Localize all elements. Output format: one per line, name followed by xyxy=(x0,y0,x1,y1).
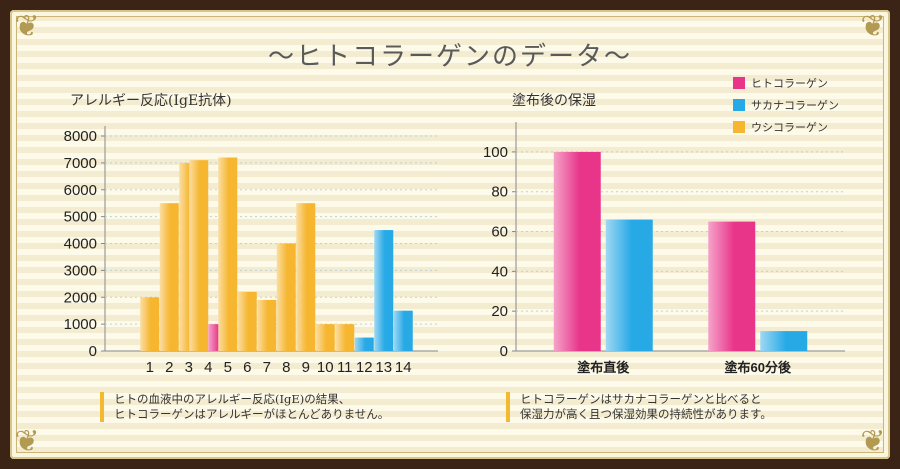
bar xyxy=(315,324,335,351)
x-tick-label: 10 xyxy=(317,359,334,376)
note-line: ヒトの血液中のアレルギー反応(IgE)の結果、 xyxy=(114,392,351,406)
legend-swatch xyxy=(733,77,745,89)
legend-label: ウシコラーゲン xyxy=(751,121,828,134)
corner-ornament-icon: ❦ xyxy=(14,9,40,44)
corner-ornament-icon: ❦ xyxy=(860,9,886,44)
y-tick-label: 0 xyxy=(89,343,97,360)
note-line: 保湿力が高く且つ保湿効果の持続性があります。 xyxy=(520,407,772,421)
note-allergy: ヒトの血液中のアレルギー反応(IgE)の結果、 ヒトコラーゲンはアレルギーがほと… xyxy=(100,392,389,422)
legend-item-human: ヒトコラーゲン xyxy=(733,72,839,94)
x-tick-label: 2 xyxy=(165,359,173,376)
bar xyxy=(605,219,653,351)
x-tick-label: 11 xyxy=(337,359,353,376)
x-tick-label: 12 xyxy=(356,359,373,376)
chart-title-allergy: アレルギー反応(IgE抗体) xyxy=(70,93,232,109)
x-tick-label: 8 xyxy=(282,359,290,376)
x-tick-label: 13 xyxy=(375,359,392,376)
legend-swatch xyxy=(733,121,745,133)
x-tick-label: 塗布直後 xyxy=(577,360,630,375)
x-tick-label: 4 xyxy=(204,359,212,376)
bar xyxy=(257,299,277,351)
bar xyxy=(335,324,355,351)
x-tick-label: 塗布60分後 xyxy=(725,360,792,375)
legend-item-bovine: ウシコラーゲン xyxy=(733,116,839,138)
y-tick-label: 5000 xyxy=(64,209,97,226)
x-tick-label: 6 xyxy=(243,359,251,376)
bar xyxy=(189,160,209,351)
bar xyxy=(354,337,374,351)
y-tick-label: 80 xyxy=(491,184,508,201)
x-tick-label: 5 xyxy=(224,359,232,376)
note-moisture: ヒトコラーゲンはサカナコラーゲンと比べると 保湿力が高く且つ保湿効果の持続性があ… xyxy=(506,392,772,422)
bar xyxy=(276,243,296,351)
bar xyxy=(140,297,160,351)
y-tick-label: 60 xyxy=(491,224,508,241)
y-tick-label: 8000 xyxy=(64,128,97,145)
y-tick-label: 1000 xyxy=(64,316,97,333)
x-tick-label: 3 xyxy=(185,359,193,376)
bar xyxy=(237,291,257,351)
y-tick-label: 3000 xyxy=(64,262,97,279)
y-tick-label: 7000 xyxy=(64,155,97,172)
page-title: 〜ヒトコラーゲンのデータ〜 xyxy=(267,42,632,72)
legend: ヒトコラーゲン サカナコラーゲン ウシコラーゲン xyxy=(733,72,839,138)
x-tick-label: 1 xyxy=(146,359,154,376)
note-line: ヒトコラーゲンはサカナコラーゲンと比べると xyxy=(520,392,762,406)
legend-item-fish: サカナコラーゲン xyxy=(733,94,839,116)
legend-label: ヒトコラーゲン xyxy=(751,77,828,90)
bar xyxy=(296,203,316,351)
y-tick-label: 2000 xyxy=(64,289,97,306)
bar xyxy=(760,331,808,351)
legend-swatch xyxy=(733,99,745,111)
bar xyxy=(393,310,413,351)
y-tick-label: 4000 xyxy=(64,236,97,253)
x-tick-label: 7 xyxy=(263,359,271,376)
y-tick-label: 0 xyxy=(500,343,508,360)
legend-label: サカナコラーゲン xyxy=(751,99,839,112)
y-tick-label: 100 xyxy=(483,144,508,161)
y-tick-label: 40 xyxy=(491,263,508,280)
corner-ornament-icon: ❦ xyxy=(860,424,886,459)
note-line: ヒトコラーゲンはアレルギーがほとんどありません。 xyxy=(114,407,390,421)
x-tick-label: 9 xyxy=(302,359,310,376)
bar xyxy=(708,221,756,351)
chart-title-moisture: 塗布後の保湿 xyxy=(512,93,596,109)
bar xyxy=(553,151,601,351)
bar xyxy=(159,203,179,351)
y-tick-label: 6000 xyxy=(64,182,97,199)
corner-ornament-icon: ❦ xyxy=(14,424,40,459)
y-tick-label: 20 xyxy=(491,303,508,320)
bar xyxy=(218,157,238,351)
bar xyxy=(374,230,394,351)
x-tick-label: 14 xyxy=(395,359,412,376)
